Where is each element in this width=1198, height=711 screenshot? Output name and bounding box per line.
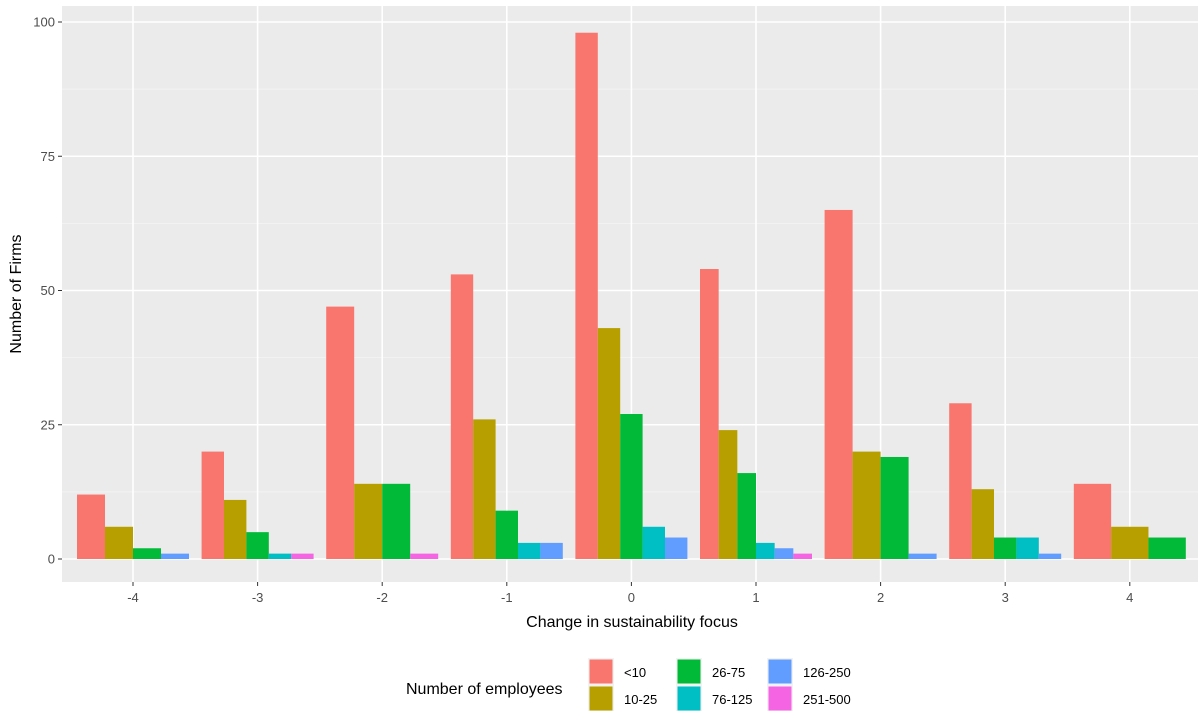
bar	[105, 526, 133, 559]
legend-label: 126-250	[803, 665, 851, 680]
y-axis: 0 25 50 75 100	[33, 15, 62, 567]
bar	[540, 542, 563, 559]
x-axis-title: Change in sustainability focus	[526, 614, 738, 631]
legend-label: 26-75	[712, 665, 745, 680]
bar	[665, 537, 688, 559]
bar	[450, 274, 474, 559]
bar	[737, 473, 756, 559]
legend-label: 76-125	[712, 692, 752, 707]
bar	[354, 483, 383, 559]
x-tick-label: -3	[252, 590, 264, 605]
y-tick-label: 25	[41, 417, 55, 432]
bar	[575, 32, 598, 560]
bar	[1073, 483, 1112, 559]
legend-swatch	[768, 659, 792, 684]
bar	[908, 553, 937, 559]
bar	[793, 553, 812, 559]
bar	[291, 553, 314, 559]
bar	[1111, 526, 1149, 559]
bar	[161, 553, 189, 559]
x-tick-label: 3	[1002, 590, 1009, 605]
bars	[77, 32, 1186, 560]
bar	[718, 430, 738, 559]
bar	[949, 403, 972, 559]
bar	[824, 209, 853, 559]
x-tick-label: -2	[376, 590, 388, 605]
x-tick-label: -1	[501, 590, 513, 605]
x-tick-label: 4	[1126, 590, 1133, 605]
legend-label: 251-500	[803, 692, 851, 707]
bar	[326, 306, 355, 559]
bar	[880, 456, 909, 559]
bar	[1016, 537, 1039, 559]
legend-swatch	[589, 686, 613, 711]
bar	[642, 526, 665, 559]
bar	[774, 548, 794, 559]
x-tick-label: 0	[628, 590, 635, 605]
legend-swatch	[677, 686, 701, 711]
legend-label: 10-25	[624, 692, 657, 707]
major-gridlines	[62, 6, 1198, 582]
bar	[597, 328, 621, 559]
bar	[994, 537, 1017, 559]
bar	[700, 269, 719, 559]
bar	[620, 414, 643, 559]
legend-label: <10	[624, 665, 646, 680]
bar	[1038, 553, 1062, 559]
bar	[268, 553, 292, 559]
y-tick-label: 0	[48, 552, 55, 567]
bar	[1148, 537, 1186, 559]
bar	[77, 494, 105, 559]
legend-swatch	[768, 686, 792, 711]
bar	[852, 451, 881, 559]
bar	[518, 542, 541, 559]
bar	[133, 548, 161, 559]
bar	[246, 532, 269, 559]
x-tick-label: -4	[127, 590, 139, 605]
bar	[971, 489, 994, 559]
legend-title: Number of employees	[406, 681, 563, 698]
bar	[201, 451, 224, 559]
y-tick-label: 50	[41, 283, 55, 298]
bar	[756, 542, 775, 559]
bar	[410, 553, 439, 559]
x-tick-label: 1	[752, 590, 759, 605]
y-axis-title: Number of Firms	[8, 234, 25, 353]
bar	[382, 483, 411, 559]
legend: Number of employees <10 10-25 26-75 76-125 1…	[406, 658, 851, 711]
x-tick-label: 2	[877, 590, 884, 605]
bar	[473, 419, 496, 559]
minor-gridlines	[62, 88, 1198, 493]
legend-swatch	[677, 659, 701, 684]
x-axis: -4 -3 -2 -1 0 1 2 3 4	[127, 582, 1133, 605]
y-tick-label: 100	[33, 15, 55, 30]
legend-swatch	[589, 659, 613, 684]
y-tick-label: 75	[41, 149, 55, 164]
bar	[224, 499, 247, 559]
bar	[495, 510, 518, 559]
